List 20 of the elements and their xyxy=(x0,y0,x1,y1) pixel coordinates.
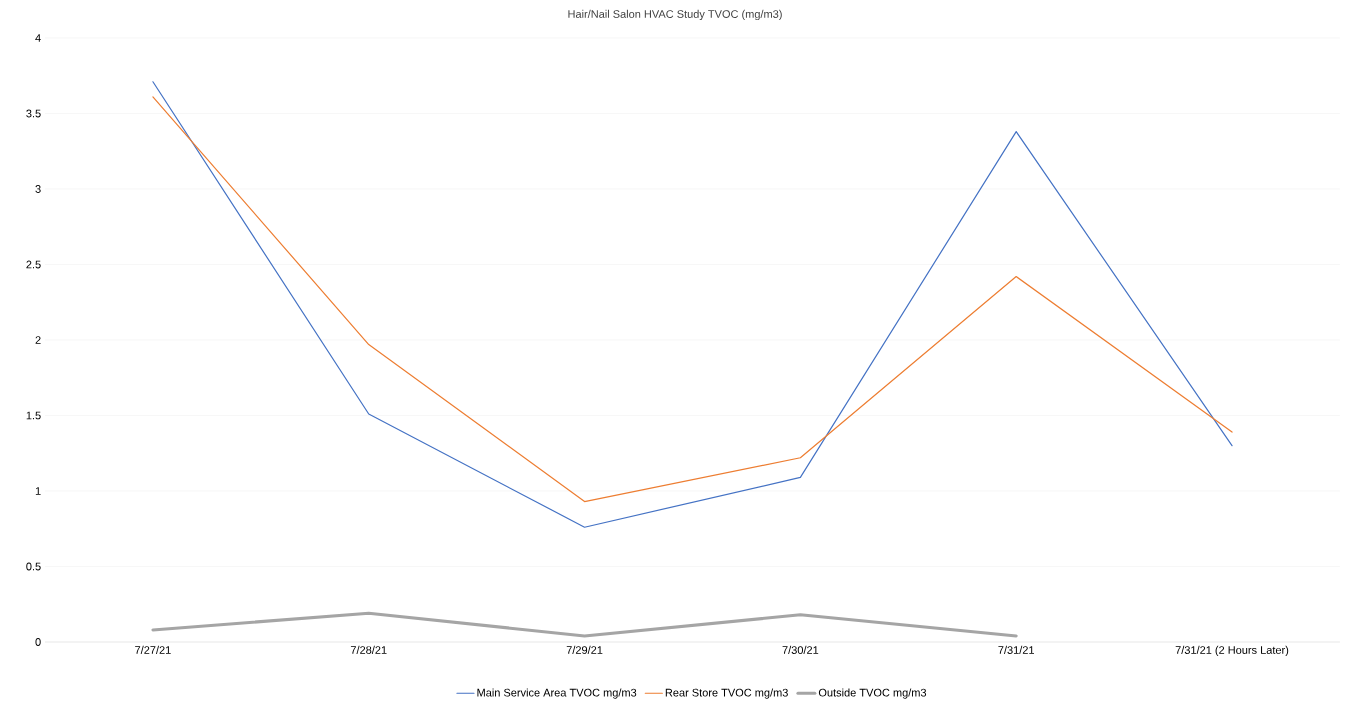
x-tick-label: 7/28/21 xyxy=(350,645,387,654)
y-tick-label: 2.5 xyxy=(26,260,41,269)
legend-label: Outside TVOC mg/m3 xyxy=(818,688,927,699)
y-tick-label: 3.5 xyxy=(26,109,41,118)
y-tick-label: 4 xyxy=(35,34,41,42)
y-tick-label: 1 xyxy=(35,487,41,495)
x-tick-label: 7/30/21 xyxy=(782,645,819,654)
x-tick-label: 7/31/21 xyxy=(998,645,1035,654)
y-tick-label: 0 xyxy=(35,638,41,646)
y-tick-label: 1.5 xyxy=(26,411,41,420)
legend-label: Rear Store TVOC mg/m3 xyxy=(665,688,788,699)
chart-title: Hair/Nail Salon HVAC Study TVOC (mg/m3) xyxy=(568,9,782,21)
x-tick-label: 7/29/21 xyxy=(566,645,603,654)
y-tick-label: 2 xyxy=(35,336,41,344)
y-tick-label: 3 xyxy=(35,185,41,193)
y-tick-label: 0.5 xyxy=(26,562,41,571)
line-series xyxy=(151,611,1018,638)
x-tick-label: 7/27/21 xyxy=(135,645,171,654)
x-tick-label: 7/31/21 (2 Hours Later) xyxy=(1175,645,1289,657)
legend-label: Main Service Area TVOC mg/m3 xyxy=(477,688,637,699)
